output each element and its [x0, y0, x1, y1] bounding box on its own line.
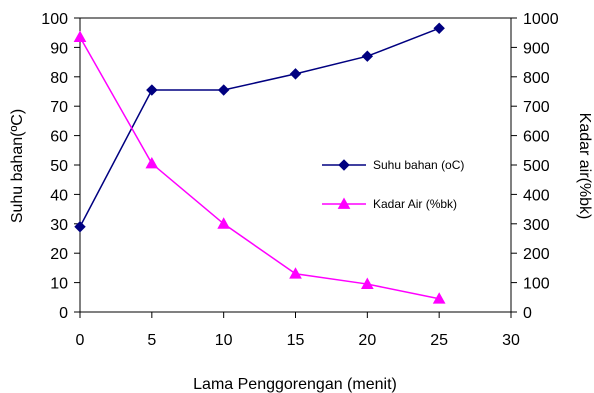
y-tick-label: 50	[50, 158, 68, 175]
y2-tick-label: 300	[523, 217, 550, 234]
y-tick-label: 90	[50, 40, 68, 57]
x-axis-title: Lama Penggorengan (menit)	[193, 376, 397, 393]
x-tick-label: 30	[502, 332, 520, 349]
x-tick-label: 5	[147, 332, 156, 349]
legend-label-suhu-bahan: Suhu bahan (oC)	[373, 158, 464, 172]
y-tick-label: 40	[50, 187, 68, 204]
data-point-kadar-air	[360, 277, 374, 289]
y-tick-label: 10	[50, 276, 68, 293]
data-point-suhu-bahan	[217, 84, 230, 96]
y-tick-label: 70	[50, 99, 68, 116]
y2-axis-title: Kadar air(%bk)	[576, 113, 593, 220]
x-tick-label: 20	[358, 332, 376, 349]
data-point-kadar-air	[145, 157, 159, 169]
x-tick-label: 25	[430, 332, 448, 349]
data-point-kadar-air	[217, 217, 231, 229]
legend-marker-kadar-air	[337, 197, 351, 209]
y-tick-label: 100	[41, 11, 68, 28]
x-tick-label: 0	[76, 332, 85, 349]
data-point-suhu-bahan	[433, 22, 445, 34]
y-axis-title: Suhu bahan(ºC)	[9, 109, 26, 223]
y2-tick-label: 400	[523, 187, 550, 204]
y2-tick-label: 800	[523, 70, 550, 87]
y2-tick-label: 600	[523, 129, 550, 146]
data-point-kadar-air	[432, 292, 446, 304]
series-layer	[73, 22, 446, 304]
y-tick-label: 0	[59, 305, 68, 322]
axes: 0 5 10 15 20 25 300102030405060708090100010020…	[41, 11, 558, 349]
series-line-kadar-air	[79, 36, 440, 300]
y2-tick-label: 500	[523, 158, 550, 175]
y-tick-label: 80	[50, 70, 68, 87]
y2-tick-label: 200	[523, 246, 550, 263]
y2-tick-label: 0	[523, 305, 532, 322]
data-point-kadar-air	[73, 30, 87, 43]
x-tick-label: 15	[287, 332, 305, 349]
legend: Suhu bahan (oC) Kadar Air (%bk)	[322, 158, 464, 211]
legend-label-kadar-air: Kadar Air (%bk)	[373, 197, 457, 211]
y-tick-label: 20	[50, 246, 68, 263]
data-point-suhu-bahan	[146, 84, 158, 96]
y2-tick-label: 100	[523, 276, 550, 293]
y2-tick-label: 700	[523, 99, 550, 116]
y-tick-label: 60	[50, 129, 68, 146]
series-line-suhu-bahan	[79, 27, 440, 228]
y2-tick-label: 900	[523, 40, 550, 57]
data-point-suhu-bahan	[289, 68, 302, 80]
legend-marker-suhu-bahan	[338, 159, 350, 171]
y-tick-label: 30	[50, 217, 68, 234]
y2-tick-label: 1000	[523, 11, 559, 28]
x-tick-label: 10	[215, 332, 233, 349]
data-point-suhu-bahan	[74, 221, 86, 233]
data-point-kadar-air	[289, 267, 302, 279]
data-point-suhu-bahan	[361, 50, 374, 62]
